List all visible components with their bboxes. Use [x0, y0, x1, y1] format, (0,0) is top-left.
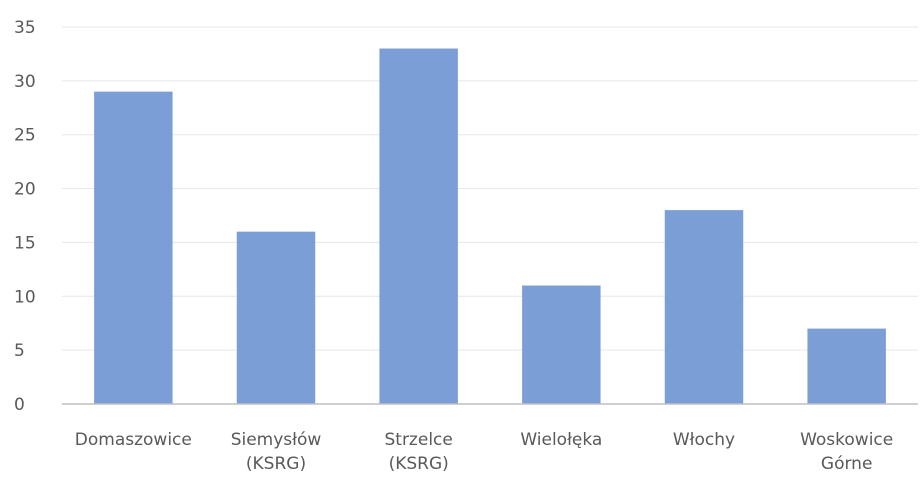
axes: 0 5 10 15 20 25 30 35 Domaszowice Siemysłów (KSRG)…	[14, 18, 918, 474]
x-tick-label: Siemysłów (KSRG)	[231, 430, 322, 474]
x-tick-label-line: Wielołęka	[520, 430, 602, 450]
y-tick-label: 30	[14, 72, 36, 92]
x-tick-label: Wielołęka	[520, 430, 602, 450]
x-tick-label-line: Siemysłów	[231, 430, 322, 450]
bar-5	[664, 210, 744, 404]
y-tick-label: 0	[14, 395, 25, 415]
x-tick-label-line: Włochy	[673, 430, 735, 450]
y-tick-label: 5	[14, 341, 25, 361]
bar-4	[522, 285, 601, 404]
x-tick-label: Włochy	[673, 430, 735, 450]
x-tick-label-line: Górne	[821, 454, 873, 474]
bar-2	[236, 231, 316, 404]
y-tick-label: 20	[14, 180, 36, 200]
x-tick-label: Woskowice Górne	[800, 430, 893, 474]
gridlines	[62, 26, 918, 351]
x-tick-label-line: Strzelce	[384, 430, 452, 450]
bars	[94, 48, 886, 405]
x-tick-label-line: (KSRG)	[389, 454, 449, 474]
y-tick-label: 15	[14, 233, 36, 253]
x-tick-label: Strzelce (KSRG)	[384, 430, 452, 474]
x-tick-label: Domaszowice	[75, 430, 192, 450]
bar-1	[94, 91, 173, 404]
y-tick-label: 35	[14, 18, 36, 38]
y-tick-label: 25	[14, 126, 36, 146]
x-tick-label-line: Woskowice	[800, 430, 893, 450]
bar-3	[379, 48, 458, 405]
y-tick-label: 10	[14, 287, 36, 307]
x-tick-label-line: Domaszowice	[75, 430, 192, 450]
x-tick-label-line: (KSRG)	[246, 454, 306, 474]
bar-6	[807, 328, 886, 404]
